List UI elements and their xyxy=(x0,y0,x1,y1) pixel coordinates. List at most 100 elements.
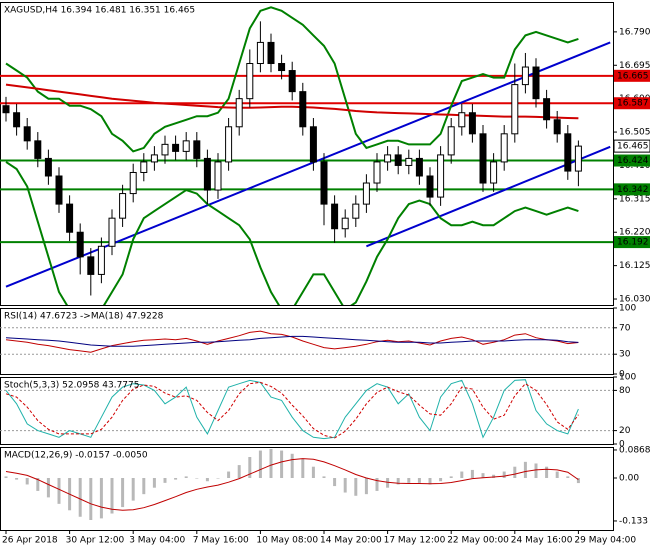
candle-body xyxy=(373,161,381,184)
histogram-bar xyxy=(163,478,167,483)
histogram-bar xyxy=(301,458,305,479)
x-tick-label: 29 May 04:00 xyxy=(574,536,636,546)
candle-body xyxy=(468,112,476,135)
x-tick-label: 3 May 04:00 xyxy=(129,536,185,546)
histogram-bar xyxy=(290,453,294,479)
histogram-bar xyxy=(333,478,337,487)
series-line xyxy=(5,458,579,511)
candle-body xyxy=(511,84,519,135)
candle-body xyxy=(161,143,169,156)
candle-body xyxy=(55,175,63,205)
histogram-bar xyxy=(280,450,284,479)
candle-body xyxy=(415,157,423,177)
histogram-bar xyxy=(396,478,400,485)
x-tick-label: 24 May 16:00 xyxy=(511,536,573,546)
candle-body xyxy=(13,112,21,128)
panel-title: Stoch(5,3,3) 52.0958 43.7775 xyxy=(4,381,139,391)
candle-body xyxy=(150,154,158,163)
x-tick-label: 10 May 08:00 xyxy=(256,536,318,546)
candle-body xyxy=(394,154,402,166)
y-tick-label: 100 xyxy=(619,304,636,314)
candle-body xyxy=(490,161,498,184)
histogram-bar xyxy=(152,478,156,488)
histogram-bar xyxy=(237,465,241,479)
y-tick-label: 16.695 xyxy=(619,61,650,71)
histogram-bar xyxy=(470,469,474,479)
candle-body xyxy=(246,63,254,100)
candle-body xyxy=(129,171,137,195)
histogram-bar xyxy=(25,478,29,485)
candle-body xyxy=(532,66,540,100)
histogram-bar xyxy=(545,466,549,479)
candle-body xyxy=(309,126,317,163)
y-tick-label: 0 xyxy=(619,440,625,450)
histogram-bar xyxy=(576,478,580,484)
histogram-bar xyxy=(269,448,273,479)
candle-body xyxy=(543,98,551,121)
x-tick-label: 30 Apr 12:00 xyxy=(66,536,125,546)
histogram-bar xyxy=(99,478,103,519)
series-line xyxy=(5,379,579,440)
histogram-bar xyxy=(205,478,209,482)
series-line xyxy=(5,6,579,153)
y-tick-label: 0.00 xyxy=(619,474,639,484)
candle-body xyxy=(97,245,105,275)
candle-body xyxy=(44,157,52,177)
candle-body xyxy=(108,217,116,247)
x-tick-label: 22 May 00:00 xyxy=(447,536,509,546)
candle-body xyxy=(331,203,339,230)
histogram-bar xyxy=(89,478,93,520)
y-tick-label: 30 xyxy=(619,350,631,360)
y-tick-label: 0.0868 xyxy=(619,445,650,455)
histogram-bar xyxy=(555,471,559,479)
histogram-bar xyxy=(407,478,411,483)
candle-body xyxy=(362,182,370,205)
histogram-bar xyxy=(184,476,188,479)
candle-body xyxy=(500,133,508,163)
level-label: 16.665 xyxy=(617,71,649,81)
candle-body xyxy=(2,105,10,114)
y-tick-label: 0 xyxy=(619,370,625,380)
candle-body xyxy=(553,119,561,135)
candle-body xyxy=(574,145,582,172)
candle-body xyxy=(405,157,413,166)
y-tick-label: 20 xyxy=(619,426,631,436)
panel-title: RSI(14) 47.6723 ->MA(18) 47.9228 xyxy=(4,312,164,322)
level-label: 16.587 xyxy=(617,99,649,109)
candle-body xyxy=(447,126,455,156)
y-tick-label: 16.315 xyxy=(619,194,650,204)
panel-title: XAGUSD,H4 16.394 16.481 16.351 16.465 xyxy=(4,6,195,16)
candle-body xyxy=(320,161,328,205)
series-line xyxy=(5,335,579,347)
candle-body xyxy=(426,175,434,198)
candle-body xyxy=(267,41,275,65)
y-tick-label: 16.125 xyxy=(619,261,650,271)
histogram-bar xyxy=(534,463,538,479)
candle-body xyxy=(172,143,180,152)
histogram-bar xyxy=(354,478,358,496)
candle-body xyxy=(278,63,286,72)
panel xyxy=(4,448,580,520)
histogram-bar xyxy=(195,478,199,479)
histogram-bar xyxy=(481,473,485,479)
histogram-bar xyxy=(121,478,125,508)
histogram-bar xyxy=(57,478,61,504)
histogram-bar xyxy=(417,478,421,483)
trend-line xyxy=(5,41,611,288)
histogram-bar xyxy=(15,478,19,480)
level-label-box xyxy=(614,69,650,82)
histogram-bar xyxy=(566,476,570,479)
last-price-box xyxy=(613,139,650,153)
candle-body xyxy=(34,140,42,159)
candle-body xyxy=(182,140,190,152)
candle-body xyxy=(193,140,201,159)
series-line xyxy=(5,330,579,353)
y-tick-label: 16.505 xyxy=(619,128,650,138)
histogram-bar xyxy=(110,478,114,514)
histogram-bar xyxy=(46,478,50,498)
histogram-bar xyxy=(142,478,146,495)
candle-body xyxy=(256,41,264,65)
candle-body xyxy=(564,133,572,172)
